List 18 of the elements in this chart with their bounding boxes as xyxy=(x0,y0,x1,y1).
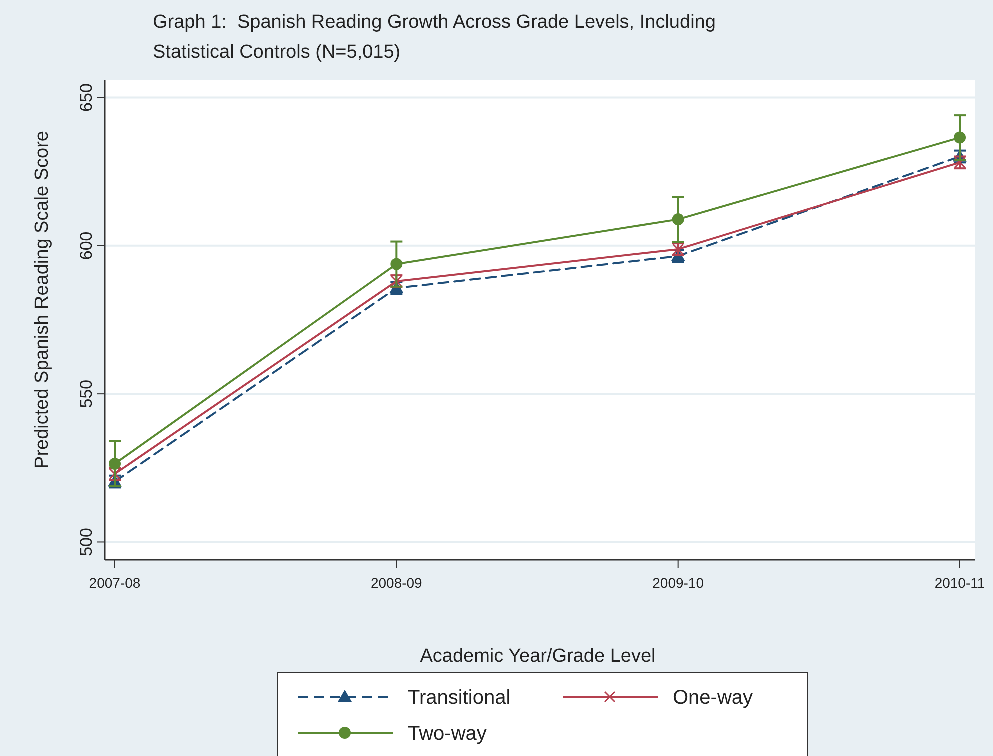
y-tick-label: 500 xyxy=(77,528,96,556)
point xyxy=(672,214,684,226)
y-tick-label: 550 xyxy=(77,380,96,408)
x-tick-label: 2008-09 xyxy=(370,575,423,591)
y-tick-label: 600 xyxy=(77,232,96,260)
legend-label: Transitional xyxy=(408,687,511,709)
point xyxy=(672,244,684,256)
x-axis-title: Academic Year/Grade Level xyxy=(420,646,656,667)
x-tick-label: 2009-10 xyxy=(652,575,704,591)
legend-label: One-way xyxy=(673,687,754,709)
legend-label: Two-way xyxy=(408,723,487,745)
chart-title: Graph 1: Spanish Reading Growth Across Grade Levels, Including Statistical Controls (N=5,015) xyxy=(153,12,716,63)
point xyxy=(390,258,403,270)
x-tick-label: 2007-08 xyxy=(89,575,141,591)
y-axis-title: Predicted Spanish Reading Scale Score xyxy=(32,131,53,469)
point xyxy=(954,132,966,144)
x-tick-label: 2010-11 xyxy=(934,575,986,591)
y-tick-label: 650 xyxy=(77,84,96,112)
